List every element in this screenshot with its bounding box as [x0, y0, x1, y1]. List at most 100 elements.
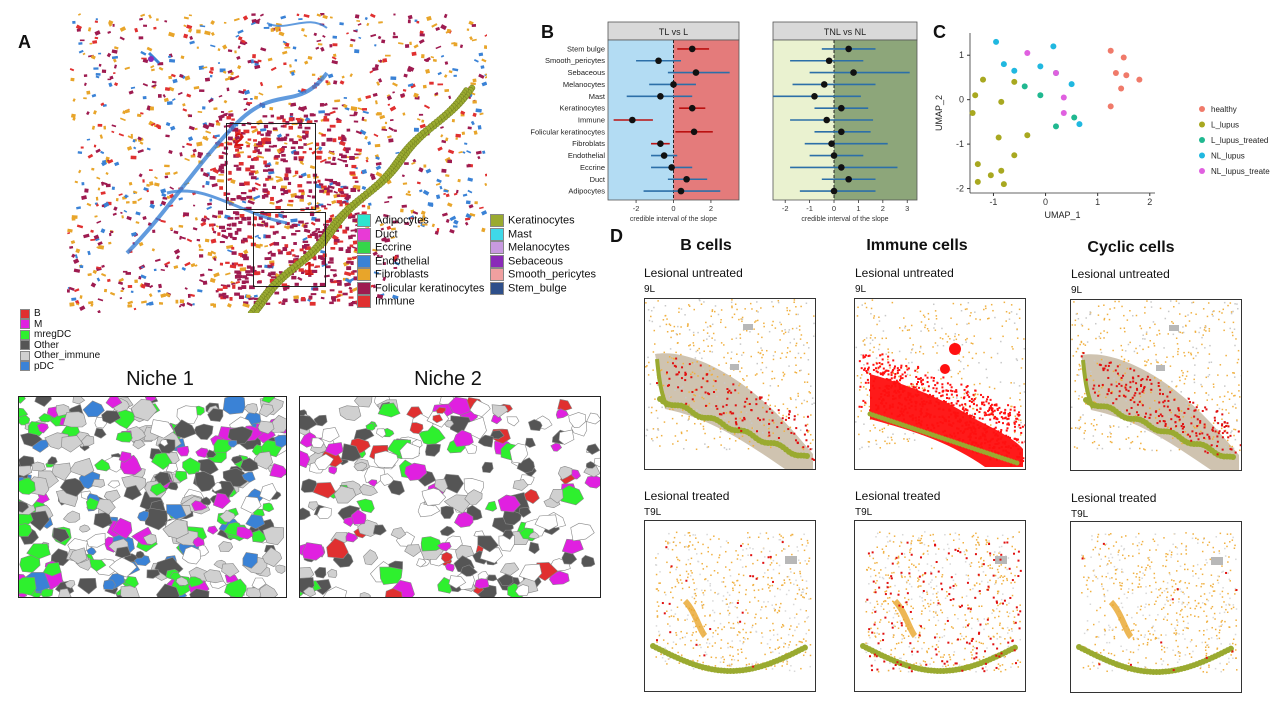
panel-b-label: B — [541, 22, 554, 42]
b-treated-label: Lesional treated — [644, 489, 730, 503]
legend-sebaceous: Sebaceous — [490, 254, 564, 269]
cyclic-treated-label: Lesional treated — [1071, 491, 1157, 505]
legend-key-healthy — [1199, 106, 1205, 112]
estimate-point — [629, 116, 636, 124]
forest-plot-panel: TL vs L Stem bulge Smooth_pericytes Sebaceo… — [530, 21, 918, 223]
legend-label: Sebaceous — [508, 255, 564, 267]
umap-point-L_lupus — [987, 172, 994, 179]
estimate-point — [655, 57, 662, 65]
legend-swatch — [357, 281, 371, 295]
legend-swatch — [357, 214, 371, 227]
umap-point-NL_lupus_treated — [1052, 70, 1059, 76]
category-label: Immune — [578, 116, 605, 125]
legend-swatch — [490, 214, 504, 227]
y-tick-label: 0 — [959, 95, 964, 105]
niche-2-cells — [300, 397, 600, 597]
umap-point-healthy — [1118, 85, 1125, 92]
legend-swatch — [20, 340, 30, 350]
col-title-cyclic-cells: Cyclic cells — [1087, 239, 1175, 256]
legend-swatch — [20, 329, 30, 340]
b-cells-treated-map — [644, 520, 816, 692]
estimate-point — [838, 128, 845, 136]
y-tick-label: -2 — [956, 184, 964, 194]
legend-swatch — [357, 227, 371, 241]
col-title-immune-cells: Immune cells — [866, 237, 968, 254]
x-axis-title: credible interval of the slope — [801, 216, 888, 223]
x-tick-label: 1 — [1095, 197, 1100, 207]
estimate-point — [668, 164, 675, 171]
x-tick-label: -2 — [782, 204, 789, 213]
legend-label: Other — [34, 339, 60, 351]
immune-cells-treated-map — [854, 520, 1026, 692]
legend-smooth-pericytes: Smooth_pericytes — [490, 268, 596, 282]
category-label: Sebaceous — [567, 68, 605, 77]
category-label: Smooth_pericytes — [545, 56, 605, 65]
legend-duct: Duct — [357, 227, 398, 242]
legend-immune: Immune — [357, 295, 415, 309]
umap-point-NL_lupus — [1037, 63, 1044, 70]
category-label: Endothelial — [568, 151, 605, 160]
panel-c-label: C — [933, 22, 946, 42]
umap-point-L_lupus — [998, 167, 1005, 174]
facet-title: TNL vs NL — [824, 27, 866, 37]
panel-a-label: A — [18, 32, 31, 52]
category-label: Mast — [589, 92, 606, 101]
umap-point-L_lupus_treated — [1037, 92, 1044, 99]
legend-swatch — [357, 241, 371, 254]
immune-untreated-label: Lesional untreated — [855, 266, 954, 280]
cell-type-legend-left: Adipocytes Duct Eccrine Endothelial Fibrobla… — [357, 214, 487, 314]
umap-point-NL_lupus_treated — [1060, 94, 1067, 101]
x-tick-label: 2 — [709, 204, 713, 213]
facet-title: TL vs L — [659, 27, 688, 37]
umap-point-L_lupus — [972, 92, 979, 99]
umap-point-healthy — [1107, 47, 1114, 54]
estimate-point — [670, 81, 677, 88]
legend-label: M — [34, 318, 43, 330]
estimate-point — [690, 128, 698, 136]
y-tick-label: -1 — [956, 139, 964, 149]
estimate-point — [845, 45, 852, 53]
plot-frame — [772, 39, 918, 201]
immune-legend-other-immune: Other_immune — [20, 350, 100, 361]
estimate-point — [845, 175, 852, 183]
category-label: Folicular keratinocytes — [530, 127, 605, 136]
legend-label-healthy: healthy — [1211, 105, 1237, 114]
x-axis-title: UMAP_1 — [1044, 210, 1080, 220]
category-label: Adipocytes — [568, 187, 605, 196]
b-untreated-sample: 9L — [644, 284, 656, 295]
x-tick-label: 0 — [671, 204, 675, 213]
umap-point-NL_lupus_treated — [1060, 110, 1067, 116]
x-tick-label: 2 — [881, 204, 885, 213]
umap-point-L_lupus — [974, 178, 981, 185]
estimate-point — [850, 69, 857, 76]
legend-label: Adipocytes — [375, 214, 429, 227]
legend-swatch — [490, 281, 504, 295]
estimate-point — [830, 152, 838, 159]
umap-point-L_lupus — [995, 134, 1002, 141]
legend-key-L_lupus — [1199, 121, 1205, 128]
legend-label: Smooth_pericytes — [508, 268, 597, 281]
cyclic-cells-treated-map — [1070, 521, 1242, 693]
niche-2-title: Niche 2 — [414, 368, 482, 390]
legend-label: Duct — [375, 228, 398, 240]
immune-legend-pdc: pDC — [20, 361, 54, 372]
umap-point-healthy — [1120, 54, 1127, 61]
category-label: Keratinocytes — [560, 104, 606, 113]
legend-label: Fibroblasts — [375, 268, 429, 281]
immune-legend-m: M — [20, 319, 42, 330]
estimate-point — [820, 81, 828, 88]
immune-legend-b: B — [20, 308, 41, 319]
umap-point-L_lupus — [980, 76, 987, 83]
estimate-point — [692, 69, 700, 76]
umap-point-NL_lupus_treated — [1024, 50, 1031, 56]
umap-point-healthy — [1107, 103, 1114, 110]
legend-label: Eccrine — [375, 241, 412, 254]
immune-legend-other: Other — [20, 340, 59, 351]
x-axis-title: credible interval of the slope — [630, 216, 717, 223]
x-tick-label: 1 — [856, 204, 860, 213]
legend-label-NL_lupus: NL_lupus — [1211, 152, 1245, 161]
umap-point-L_lupus_treated — [1052, 123, 1059, 130]
legend-key-NL_lupus — [1199, 152, 1205, 159]
umap-point-NL_lupus — [1068, 81, 1075, 88]
